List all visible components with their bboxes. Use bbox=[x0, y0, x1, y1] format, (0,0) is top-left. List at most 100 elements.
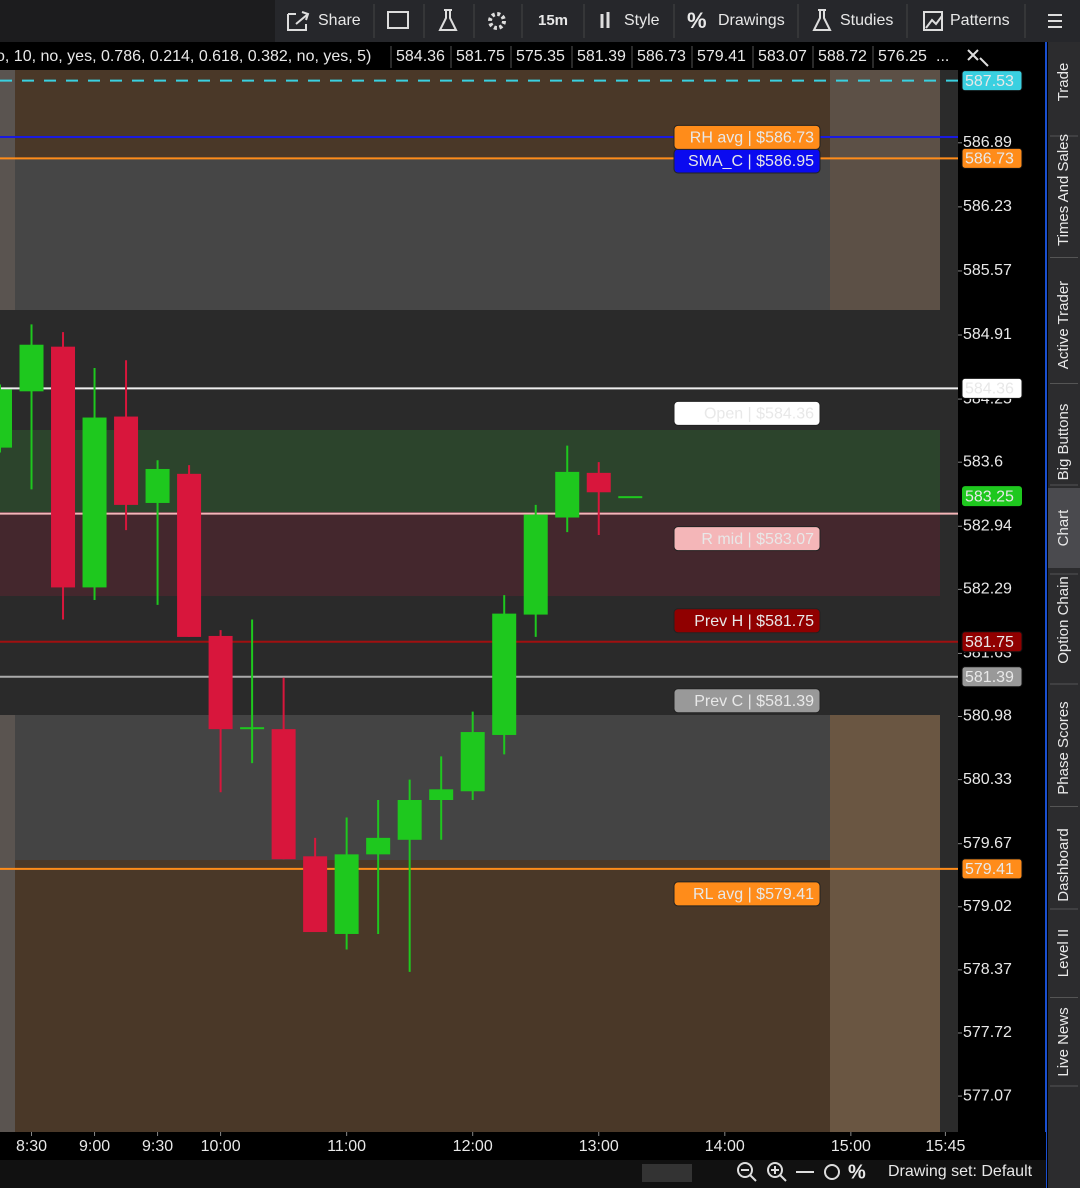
patterns-label: Patterns bbox=[950, 12, 1010, 29]
zoom-in[interactable] bbox=[767, 1162, 783, 1178]
candle-body bbox=[334, 854, 359, 934]
toolbar-separators bbox=[373, 4, 1026, 38]
current-price-label: 583.25 bbox=[965, 488, 1014, 505]
y-tick-label: 578.37 bbox=[963, 961, 1012, 978]
axis-badge-label: 587.53 bbox=[965, 73, 1014, 90]
levels bbox=[0, 79, 958, 870]
study-value: 581.39 bbox=[577, 48, 626, 65]
x-tick-label: 9:00 bbox=[79, 1138, 110, 1155]
y-tick-label: 579.02 bbox=[963, 898, 1012, 915]
candle-body bbox=[460, 732, 485, 792]
axis-badge-label: 581.75 bbox=[965, 634, 1014, 651]
candle-body bbox=[618, 496, 643, 499]
x-tick-label: 15:45 bbox=[925, 1138, 965, 1155]
scrollbar[interactable] bbox=[642, 1164, 692, 1182]
candle-body bbox=[492, 613, 517, 735]
level-label: Open | $584.36 bbox=[704, 406, 814, 423]
candle-body bbox=[397, 800, 422, 840]
share-label: Share bbox=[318, 12, 361, 29]
y-tick-label: 582.29 bbox=[963, 581, 1012, 598]
y-tick-label: 577.07 bbox=[963, 1087, 1012, 1104]
price-axis bbox=[958, 42, 1048, 1132]
sidebar-tab[interactable]: Chart bbox=[1055, 509, 1072, 547]
axis-icon[interactable] bbox=[967, 49, 989, 67]
flask-icon[interactable] bbox=[438, 9, 458, 31]
axis-badge bbox=[961, 147, 1023, 169]
percent-icon[interactable]: % bbox=[848, 1161, 866, 1183]
zoom-strokes bbox=[741, 1166, 814, 1182]
y-tick-label: 585.57 bbox=[963, 262, 1012, 279]
interval-button[interactable]: 15m bbox=[538, 12, 568, 29]
sidebar-tab[interactable]: Times And Sales bbox=[1055, 134, 1072, 246]
x-tick-label: 8:30 bbox=[16, 1138, 47, 1155]
candle-body bbox=[271, 729, 296, 860]
plot-background bbox=[0, 70, 958, 1132]
candle-body bbox=[429, 789, 454, 801]
sidebar-tab[interactable]: Option Chain bbox=[1055, 576, 1072, 664]
sidebar-tab[interactable]: Live News bbox=[1055, 1007, 1072, 1076]
studies-button[interactable]: Studies bbox=[812, 9, 893, 31]
sidebar-tab[interactable]: Phase Scores bbox=[1055, 701, 1072, 794]
study-params: o, 10, no, yes, 0.786, 0.214, 0.618, 0.3… bbox=[0, 48, 371, 65]
patterns-button[interactable]: Patterns bbox=[923, 11, 1010, 31]
studies-icon bbox=[812, 9, 832, 31]
study-value: 579.41 bbox=[697, 48, 746, 65]
axis-badge bbox=[961, 631, 1023, 653]
y-tick-label: 586.23 bbox=[963, 198, 1012, 215]
time-axis bbox=[0, 1132, 1046, 1160]
candle-body bbox=[114, 416, 139, 505]
level-label-box bbox=[673, 526, 821, 552]
y-tick-label: 583.6 bbox=[963, 453, 1003, 470]
zoom-out[interactable] bbox=[737, 1162, 753, 1178]
y-tick-label: 582.94 bbox=[963, 517, 1012, 534]
axis-badge bbox=[961, 858, 1023, 880]
axis-badge-label: 584.36 bbox=[965, 381, 1014, 398]
level-label: SMA_C | $586.95 bbox=[688, 153, 814, 170]
axis-badge bbox=[961, 377, 1023, 399]
sidebar-tab[interactable]: Active Trader bbox=[1055, 281, 1072, 369]
sidebar-tab[interactable]: Big Buttons bbox=[1055, 404, 1072, 481]
axis-badge bbox=[961, 666, 1023, 688]
candles bbox=[0, 324, 643, 972]
style-icon bbox=[600, 12, 610, 28]
style-button[interactable]: Style bbox=[600, 12, 660, 29]
candle-body bbox=[586, 472, 611, 493]
study-value: 586.73 bbox=[637, 48, 686, 65]
candle-body bbox=[208, 635, 233, 730]
study-bar bbox=[0, 42, 958, 70]
sidebar-tab[interactable]: Level II bbox=[1055, 929, 1072, 977]
y-tick-label: 580.98 bbox=[963, 708, 1012, 725]
level-label: R mid | $583.07 bbox=[701, 531, 814, 548]
sidebar-tabs: Trade Times And Sales Active Trader Big But… bbox=[1048, 63, 1080, 1087]
drawings-label: Drawings bbox=[718, 12, 785, 29]
axis-badge bbox=[961, 70, 1023, 92]
level-label: RH avg | $586.73 bbox=[690, 130, 814, 147]
study-value: 588.72 bbox=[818, 48, 867, 65]
level-label-box bbox=[673, 124, 821, 150]
candle-body bbox=[523, 514, 548, 615]
active-tab bbox=[1048, 488, 1080, 568]
x-tick-label: 10:00 bbox=[201, 1138, 241, 1155]
share-button[interactable]: Share bbox=[287, 11, 361, 31]
candle-body bbox=[0, 389, 12, 448]
study-value: 581.75 bbox=[456, 48, 505, 65]
study-more: ... bbox=[936, 48, 949, 65]
level-label-box bbox=[673, 608, 821, 634]
crosshair[interactable] bbox=[824, 1164, 840, 1180]
drawing-set[interactable]: Drawing set: Default bbox=[888, 1163, 1033, 1180]
sidebar-tab[interactable]: Trade bbox=[1055, 63, 1072, 102]
candle-body bbox=[145, 468, 170, 503]
candle-body bbox=[82, 417, 107, 588]
alert-icon[interactable] bbox=[387, 11, 409, 29]
style-label: Style bbox=[624, 12, 660, 29]
y-tick-label: 586.89 bbox=[963, 134, 1012, 151]
share-icon bbox=[287, 11, 310, 31]
drawings-button[interactable]: % Drawings bbox=[687, 8, 785, 33]
level-labels: SMA_C | $586.95 RH avg | $586.73 Open | $5… bbox=[673, 124, 821, 907]
menu-icon[interactable] bbox=[1048, 14, 1062, 28]
settings-icon[interactable] bbox=[488, 12, 506, 30]
studies-label: Studies bbox=[840, 12, 893, 29]
sidebar-tab[interactable]: Dashboard bbox=[1055, 828, 1072, 901]
